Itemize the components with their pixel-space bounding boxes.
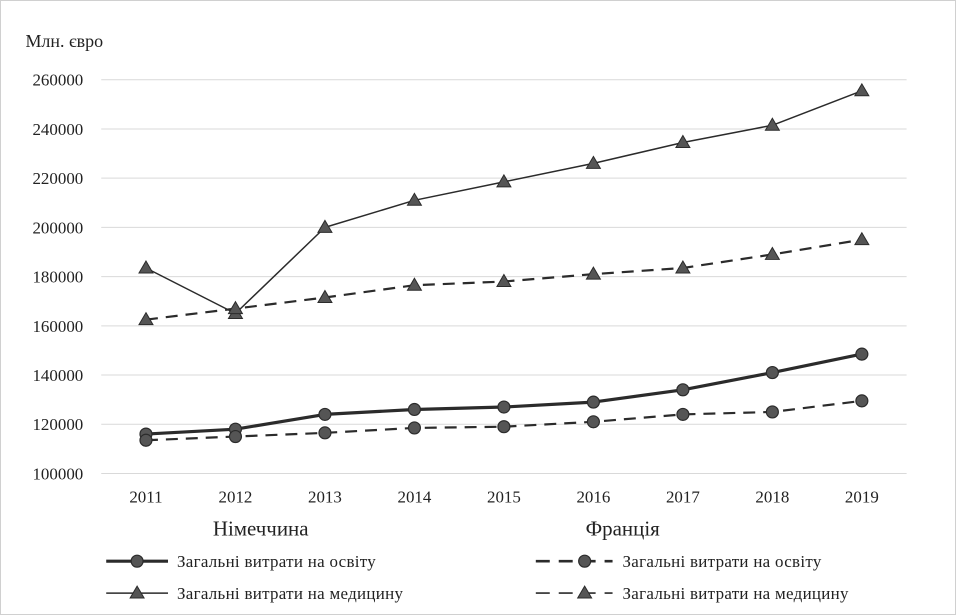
data-point-triangle <box>496 173 512 188</box>
x-tick-label: 2011 <box>129 487 162 506</box>
data-point-circle <box>765 365 779 380</box>
group-label-france: Франція <box>586 516 660 540</box>
y-tick-label: 220000 <box>32 169 83 188</box>
y-tick-labels: 100000 120000 140000 160000 180000 200000 2200… <box>32 71 83 484</box>
legend-triangle-marker <box>576 585 593 599</box>
data-point-circle <box>586 395 600 409</box>
data-point-circle <box>407 421 422 435</box>
data-point-circle <box>676 383 690 397</box>
legend-item-france-education: Загальні витрати на освіту <box>535 552 822 571</box>
legend-label: Загальні витрати на освіту <box>623 552 822 571</box>
legend-item-germany-medicine: Загальні витрати на медицину <box>106 584 403 603</box>
x-tick-label: 2013 <box>308 487 342 506</box>
data-point-triangle <box>585 155 602 169</box>
data-point-circle <box>407 402 422 417</box>
legend-circle-marker <box>130 554 144 568</box>
series-germany-medicine <box>138 82 870 319</box>
y-axis-label: Млн. євро <box>25 31 103 51</box>
x-tick-label: 2018 <box>755 487 789 506</box>
data-point-circle <box>586 415 600 429</box>
data-point-triangle <box>764 117 781 131</box>
y-tick-label: 200000 <box>32 218 83 237</box>
y-tick-label: 180000 <box>32 268 83 287</box>
data-point-triangle <box>138 260 154 274</box>
data-point-circle <box>497 400 511 414</box>
legend-label: Загальні витрати на медицину <box>177 584 403 603</box>
data-point-triangle <box>496 273 512 288</box>
x-tick-label: 2015 <box>487 487 521 506</box>
y-tick-label: 100000 <box>32 464 83 483</box>
group-label-germany: Німеччина <box>213 516 309 540</box>
data-point-circle <box>228 429 243 444</box>
data-point-circle <box>139 433 153 447</box>
data-point-triangle <box>854 82 870 97</box>
data-point-triangle <box>317 219 333 233</box>
data-point-triangle <box>317 289 333 303</box>
y-tick-label: 140000 <box>32 366 83 385</box>
x-tick-labels: 2011 2012 2013 2014 2015 2016 2017 2018 2019 <box>129 487 878 506</box>
legend-item-germany-education: Загальні витрати на освіту <box>106 552 376 571</box>
legend-item-france-medicine: Загальні витрати на медицину <box>535 584 849 603</box>
legend: Загальні витрати на освіту Загальні витр… <box>106 552 849 603</box>
data-point-circle <box>318 426 332 440</box>
y-tick-label: 160000 <box>32 317 83 336</box>
x-tick-label: 2012 <box>219 487 253 506</box>
series-layer <box>138 82 870 447</box>
data-point-circle <box>676 407 690 421</box>
legend-label: Загальні витрати на медицину <box>623 584 849 603</box>
y-tick-label: 120000 <box>32 415 83 434</box>
series-france-medicine <box>138 231 870 326</box>
data-point-triangle <box>675 260 691 274</box>
x-tick-label: 2016 <box>576 487 610 506</box>
data-point-triangle <box>138 311 154 326</box>
legend-triangle-marker <box>129 585 145 599</box>
y-tick-label: 240000 <box>32 120 83 139</box>
data-point-circle <box>497 420 511 434</box>
series-france-education <box>139 394 869 447</box>
y-tick-label: 260000 <box>32 71 83 90</box>
legend-circle-marker <box>578 554 592 568</box>
legend-label: Загальні витрати на освіту <box>177 552 376 571</box>
data-point-triangle <box>406 192 423 206</box>
x-tick-label: 2014 <box>397 487 431 506</box>
data-point-triangle <box>854 231 870 246</box>
data-point-circle <box>855 394 869 408</box>
data-point-triangle <box>585 266 602 280</box>
data-point-circle <box>765 405 779 419</box>
data-point-triangle <box>764 246 781 260</box>
data-point-circle <box>855 347 869 361</box>
data-point-triangle <box>406 277 423 291</box>
x-tick-label: 2017 <box>666 487 700 506</box>
data-point-triangle <box>675 134 691 148</box>
x-tick-label: 2019 <box>845 487 879 506</box>
data-point-triangle <box>227 300 244 315</box>
data-point-circle <box>318 407 332 421</box>
